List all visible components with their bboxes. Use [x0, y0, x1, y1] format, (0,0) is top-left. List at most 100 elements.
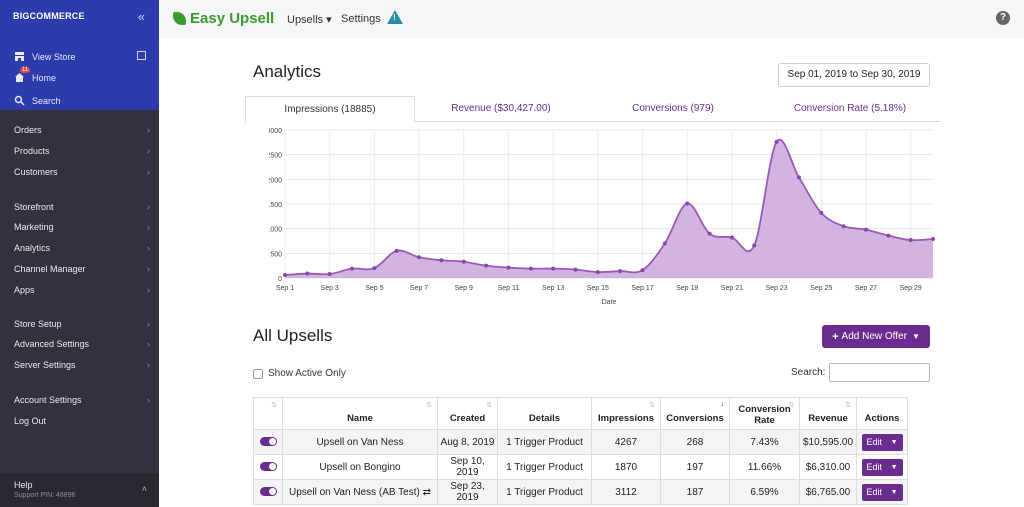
- tab-impressions[interactable]: Impressions (18885): [245, 96, 415, 123]
- active-toggle[interactable]: [259, 437, 277, 447]
- conversion-rate-cell: 11.66%: [729, 454, 800, 480]
- app-logo[interactable]: Easy Upsell: [173, 10, 274, 27]
- warning-icon[interactable]: !: [387, 10, 403, 24]
- data-point: [283, 273, 287, 278]
- data-point: [685, 201, 690, 206]
- details-cell: 1 Trigger Product: [497, 429, 592, 455]
- edit-label: Edit: [866, 437, 883, 447]
- nav-upsells-dropdown[interactable]: Upsells ▾: [287, 14, 332, 26]
- sidebar-help[interactable]: Help Support PIN: 48896 ˄: [0, 473, 159, 507]
- x-axis-label: Date: [602, 299, 617, 306]
- double-chevron-left-icon[interactable]: «: [137, 9, 145, 24]
- chevron-right-icon: ›: [147, 222, 150, 232]
- sidebar-item-log-out[interactable]: Log Out: [14, 416, 150, 426]
- sidebar-item-account-settings[interactable]: Account Settings ›: [14, 395, 150, 405]
- date-range-picker[interactable]: Sep 01, 2019 to Sep 30, 2019: [778, 63, 930, 87]
- caret-down-icon: ▼: [890, 488, 898, 496]
- column-header-details: Details: [497, 397, 592, 430]
- tab-conversion-rate[interactable]: Conversion Rate (5.18%): [793, 103, 907, 114]
- edit-button[interactable]: Edit ▼: [861, 433, 903, 451]
- y-tick-label: 2500: [269, 153, 282, 160]
- chevron-right-icon: ›: [147, 167, 150, 177]
- chevron-right-icon: ›: [147, 243, 150, 253]
- edit-button[interactable]: Edit ▼: [861, 458, 903, 476]
- x-tick-label: Sep 3: [321, 285, 339, 292]
- sidebar-item-store-setup[interactable]: Store Setup ›: [14, 319, 150, 329]
- data-point: [350, 266, 355, 271]
- sort-desc-icon: ↓: [720, 401, 725, 408]
- sidebar-item-customers[interactable]: Customers ›: [14, 167, 150, 177]
- data-point: [841, 224, 846, 229]
- help-icon[interactable]: ?: [996, 11, 1010, 25]
- leaf-icon: [173, 12, 186, 25]
- bigcommerce-logo[interactable]: BIGCOMMERCE: [13, 11, 85, 21]
- sidebar-item-label: Apps: [14, 285, 35, 295]
- column-header-conversion-rate[interactable]: ⇅ Conversion Rate: [729, 397, 800, 430]
- created-cell: Sep 23, 2019: [437, 479, 498, 505]
- x-tick-label: Sep 7: [410, 285, 428, 292]
- tab-revenue[interactable]: Revenue ($30,427.00): [451, 103, 551, 114]
- sidebar-item-server-settings[interactable]: Server Settings ›: [14, 360, 150, 370]
- show-active-checkbox[interactable]: [253, 368, 263, 379]
- sort-icon: ⇅: [845, 402, 851, 409]
- data-point: [819, 210, 824, 215]
- search-input[interactable]: [829, 363, 930, 382]
- sidebar-item-orders[interactable]: Orders ›: [14, 125, 150, 135]
- sort-icon: ⇅: [788, 402, 794, 409]
- search-icon: [14, 95, 25, 106]
- y-tick-label: 2000: [269, 177, 282, 184]
- data-point: [752, 243, 757, 248]
- column-header-impressions[interactable]: ⇅ Impressions: [591, 397, 661, 430]
- conversions-cell: 268: [660, 429, 730, 455]
- chevron-right-icon: ›: [147, 319, 150, 329]
- column-header-label: Revenue: [808, 413, 848, 424]
- name-cell: Upsell on Van Ness: [282, 429, 438, 455]
- show-active-label: Show Active Only: [268, 368, 346, 379]
- sidebar-item-advanced-settings[interactable]: Advanced Settings ›: [14, 339, 150, 349]
- column-header-created[interactable]: ⇅ Created: [437, 397, 498, 430]
- sidebar-item-label: Analytics: [14, 243, 51, 253]
- sidebar-item-view-store[interactable]: View Store: [14, 51, 75, 62]
- sidebar-item-label: Server Settings: [14, 360, 76, 370]
- column-header-conversions[interactable]: ↓ Conversions: [660, 397, 730, 430]
- data-point: [417, 255, 422, 260]
- x-tick-label: Sep 9: [455, 285, 473, 292]
- sidebar-item-search[interactable]: Search: [14, 95, 61, 106]
- tab-conversions[interactable]: Conversions (979): [632, 103, 714, 114]
- add-new-offer-button[interactable]: + Add New Offer ▼: [822, 325, 930, 348]
- external-link-icon[interactable]: [137, 51, 146, 60]
- created-cell: Aug 8, 2019: [437, 429, 498, 455]
- edit-button[interactable]: Edit ▼: [861, 483, 903, 501]
- edit-label: Edit: [866, 487, 883, 497]
- sidebar-item-analytics[interactable]: Analytics ›: [14, 243, 150, 253]
- y-tick-label: 500: [270, 251, 282, 258]
- sidebar-item-label: Log Out: [14, 416, 47, 426]
- x-tick-label: Sep 27: [855, 285, 877, 292]
- sidebar-item-label: Store Setup: [14, 319, 62, 329]
- sidebar: BIGCOMMERCE « View Store 11 Home Search …: [0, 0, 159, 507]
- chevron-up-icon[interactable]: ˄: [141, 484, 147, 494]
- sidebar-item-home[interactable]: 11 Home: [14, 67, 56, 83]
- column-header-name[interactable]: ⇅ Name: [282, 397, 438, 430]
- active-toggle[interactable]: [259, 462, 277, 472]
- status-cell: [253, 429, 283, 455]
- sidebar-item-apps[interactable]: Apps ›: [14, 285, 150, 295]
- show-active-only-toggle[interactable]: Show Active Only: [253, 368, 346, 379]
- column-header-revenue[interactable]: ⇅ Revenue: [799, 397, 857, 430]
- details-cell: 1 Trigger Product: [497, 454, 592, 480]
- help-label: Help: [14, 480, 33, 490]
- sidebar-item-label: Customers: [14, 167, 58, 177]
- sidebar-item-channel-manager[interactable]: Channel Manager ›: [14, 264, 150, 274]
- sort-icon: ⇅: [486, 402, 492, 409]
- active-toggle[interactable]: [259, 487, 277, 497]
- sidebar-item-label: Storefront: [14, 202, 54, 212]
- sidebar-item-storefront[interactable]: Storefront ›: [14, 202, 150, 212]
- sidebar-item-products[interactable]: Products ›: [14, 146, 150, 156]
- actions-cell: Edit ▼: [856, 454, 908, 480]
- column-header-label: Details: [528, 413, 561, 424]
- table-header-row: ⇅ ⇅ Name ⇅ Created Details ⇅ Impressions ↓ C…: [253, 397, 908, 430]
- nav-settings[interactable]: Settings: [341, 13, 381, 25]
- x-tick-label: Sep 23: [765, 285, 787, 292]
- sidebar-item-marketing[interactable]: Marketing ›: [14, 222, 150, 232]
- column-header-status[interactable]: ⇅: [253, 397, 283, 430]
